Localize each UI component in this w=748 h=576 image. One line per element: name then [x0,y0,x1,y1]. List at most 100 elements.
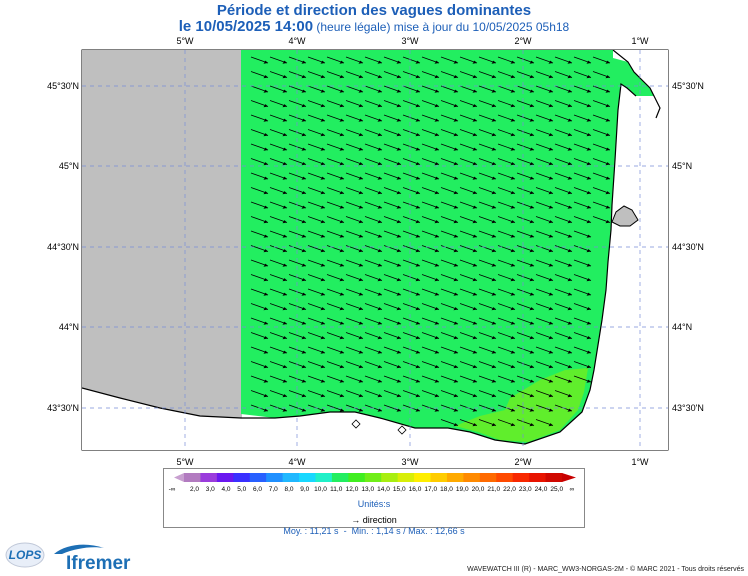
arrow-right-icon: → [351,515,361,525]
legend-tick: 22,0 [503,486,516,493]
lon-label: 5°W [176,457,194,467]
legend-tick: 10,0 [314,486,327,493]
legend-swatch [249,473,267,482]
legend-max-arrow [562,473,576,482]
legend-tick: 3,0 [206,486,215,493]
svg-text:LOPS: LOPS [9,548,42,562]
lat-label: 45°30'N [47,81,79,91]
legend-tick: 20,0 [472,486,485,493]
date-line: le 10/05/2025 14:00 (heure légale) mise … [0,18,748,35]
legend-tick: 11,0 [330,486,343,493]
lon-label: 2°W [514,36,532,46]
lon-label: 1°W [631,457,649,467]
legend-tick: 6,0 [253,486,262,493]
legend-tick: 25,0 [550,486,563,493]
legend-swatch [381,473,399,482]
legend-swatch [463,473,481,482]
lat-label: 44°N [59,322,79,332]
legend-tick: 7,0 [269,486,278,493]
stats-separator: - [343,526,347,536]
color-scale: -∞ 2,0 3,0 4,0 5,0 6,0 7,0 8,0 9,0 10,0 11,0 12,0 13… [169,473,576,493]
legend-swatch [315,473,333,482]
lon-labels-top: 5°W 4°W 3°W 2°W 1°W [176,36,649,46]
legend-tick-max: ∞ [570,486,575,493]
legend-swatch [184,473,201,482]
direction-legend: → direction [164,515,584,525]
no-data-area [82,50,242,450]
lon-label: 5°W [176,36,194,46]
legend-swatch [479,473,497,482]
lat-label: 44°30'N [672,242,704,252]
lat-label: 43°30'N [672,403,704,413]
legend-swatch [414,473,432,482]
legend-swatch [266,473,284,482]
lat-label: 44°30'N [47,242,79,252]
legend-tick: 8,0 [284,486,293,493]
legend-swatch [233,473,251,482]
land-area [82,50,668,450]
legend-tick: 14,0 [377,486,390,493]
mean-value: Moy. : 11,21 s [283,526,339,536]
legend-swatch [545,473,563,482]
legend-swatch [529,473,547,482]
legend-swatch [331,473,349,482]
lat-label: 44°N [672,322,692,332]
lops-logo: LOPS [5,542,45,568]
ifremer-logo [54,544,104,554]
legend-tick: 18,0 [440,486,453,493]
legend-tick: 4,0 [221,486,230,493]
legend-tick: 17,0 [424,486,437,493]
legend-tick: 15,0 [393,486,406,493]
legend-tick: 24,0 [535,486,548,493]
legend-swatch [282,473,300,482]
stats-line: Moy. : 11,21 s - Min. : 1,14 s / Max. : … [0,526,748,536]
legend-tick: 23,0 [519,486,532,493]
coastal-rocks [351,419,407,435]
update-note: (heure légale) mise à jour du 10/05/2025… [316,20,570,34]
legend-min-arrow [174,473,184,482]
arcachon-basin [611,205,639,227]
legend-swatch [397,473,415,482]
lon-label: 1°W [631,36,649,46]
legend-tick: 5,0 [237,486,246,493]
lat-label: 45°N [59,161,79,171]
legend-swatch [299,473,316,482]
lon-label: 3°W [401,36,419,46]
legend: -∞ 2,0 3,0 4,0 5,0 6,0 7,0 8,0 9,0 10,0 11,0 12,0 13… [163,468,585,528]
legend-swatch [496,473,514,482]
legend-tick: 12,0 [346,486,359,493]
legend-tick: 2,0 [190,486,199,493]
lon-label: 3°W [401,457,419,467]
lat-labels-right: 45°30'N 45°N 44°30'N 44°N 43°30'N [672,81,704,413]
legend-swatch [200,473,218,482]
nearshore-band [455,368,588,442]
unit-label: Unités:s [357,499,391,509]
lat-label: 45°N [672,161,692,171]
legend-swatch [430,473,448,482]
min-max-value: Min. : 1,14 s / Max. : 12,66 s [351,526,465,536]
lat-label: 43°30'N [47,403,79,413]
legend-tick: 16,0 [409,486,422,493]
lat-labels-left: 45°30'N 45°N 44°30'N 44°N 43°30'N [47,81,79,413]
legend-swatch [216,473,234,482]
coastline [82,50,661,445]
legend-tick: 21,0 [487,486,500,493]
ifremer-wordmark: Ifremer [66,553,131,574]
graticule [82,50,668,450]
legend-swatch [446,473,464,482]
lon-labels-bottom: 5°W 4°W 3°W 2°W 1°W [176,457,649,467]
page-title: Période et direction des vagues dominant… [216,2,532,19]
lon-label: 4°W [288,457,306,467]
legend-tick: 13,0 [361,486,374,493]
direction-label: direction [362,515,397,525]
legend-tick: 19,0 [456,486,469,493]
legend-swatch [512,473,530,482]
forecast-date: le 10/05/2025 14:00 [178,18,314,35]
legend-swatch [364,473,382,482]
lat-label: 45°30'N [672,81,704,91]
legend-tick-min: -∞ [169,486,176,493]
lon-label: 2°W [514,457,532,467]
legend-swatch [348,473,366,482]
legend-tick: 9,0 [300,486,309,493]
lon-label: 4°W [288,36,306,46]
